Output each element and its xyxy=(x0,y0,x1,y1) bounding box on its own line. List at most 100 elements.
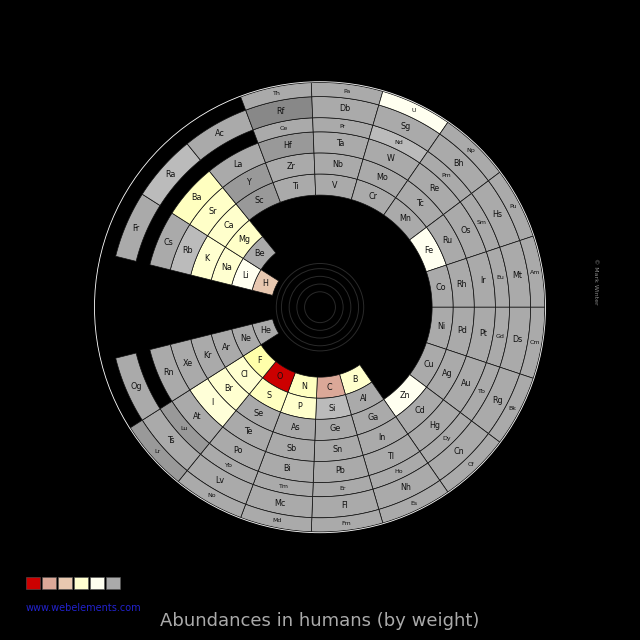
Polygon shape xyxy=(131,420,187,481)
Polygon shape xyxy=(486,307,509,367)
Polygon shape xyxy=(384,198,426,240)
Text: Se: Se xyxy=(254,409,264,418)
Polygon shape xyxy=(232,259,261,291)
Text: H: H xyxy=(262,279,268,288)
Text: Xe: Xe xyxy=(183,360,193,369)
Text: Ra: Ra xyxy=(165,170,176,179)
Text: Lu: Lu xyxy=(180,426,188,431)
Text: Te: Te xyxy=(244,428,253,436)
Polygon shape xyxy=(467,307,495,363)
Text: Fr: Fr xyxy=(132,224,140,233)
Text: Mt: Mt xyxy=(513,271,522,280)
Polygon shape xyxy=(315,415,357,440)
Text: Ag: Ag xyxy=(442,369,452,378)
Polygon shape xyxy=(520,307,545,378)
Polygon shape xyxy=(369,125,428,163)
Polygon shape xyxy=(258,452,314,483)
Text: Ge: Ge xyxy=(330,424,340,433)
Text: Cs: Cs xyxy=(164,237,173,246)
Text: Eu: Eu xyxy=(496,275,504,280)
Text: Pd: Pd xyxy=(457,326,467,335)
Polygon shape xyxy=(313,132,369,159)
Text: Cf: Cf xyxy=(468,461,474,467)
Polygon shape xyxy=(266,153,315,182)
Text: Ar: Ar xyxy=(222,343,231,352)
Polygon shape xyxy=(440,434,500,492)
Polygon shape xyxy=(207,204,249,247)
Polygon shape xyxy=(187,454,253,504)
Text: Nb: Nb xyxy=(332,160,343,169)
Text: Cm: Cm xyxy=(530,340,540,344)
Polygon shape xyxy=(410,227,446,272)
Polygon shape xyxy=(191,334,225,379)
Polygon shape xyxy=(258,132,314,163)
Polygon shape xyxy=(190,379,236,427)
Polygon shape xyxy=(379,481,448,523)
Polygon shape xyxy=(384,374,426,417)
Polygon shape xyxy=(472,367,520,434)
Text: Cl: Cl xyxy=(240,370,248,380)
Polygon shape xyxy=(311,83,383,105)
Polygon shape xyxy=(190,188,236,236)
Text: Bk: Bk xyxy=(509,406,516,411)
Text: Dy: Dy xyxy=(442,436,451,441)
Text: Pr: Pr xyxy=(339,124,346,129)
Text: Tm: Tm xyxy=(279,483,289,488)
Text: Re: Re xyxy=(429,184,439,193)
Text: Ts: Ts xyxy=(167,436,174,445)
Polygon shape xyxy=(241,83,312,110)
Polygon shape xyxy=(357,159,408,198)
Polygon shape xyxy=(288,372,317,398)
Text: W: W xyxy=(387,154,395,163)
Text: Rb: Rb xyxy=(182,246,193,255)
Text: Sm: Sm xyxy=(477,220,486,225)
Text: Sg: Sg xyxy=(401,122,411,131)
Polygon shape xyxy=(209,143,266,188)
Polygon shape xyxy=(170,225,207,275)
Polygon shape xyxy=(249,378,288,412)
Text: La: La xyxy=(233,160,243,169)
Polygon shape xyxy=(262,362,295,392)
Polygon shape xyxy=(253,471,313,497)
Polygon shape xyxy=(273,174,316,202)
Polygon shape xyxy=(116,194,160,261)
Polygon shape xyxy=(142,144,200,205)
Text: Ti: Ti xyxy=(292,182,299,191)
Text: Zn: Zn xyxy=(400,391,410,400)
Polygon shape xyxy=(172,171,223,225)
Text: Ac: Ac xyxy=(216,129,225,138)
Polygon shape xyxy=(472,180,520,247)
Polygon shape xyxy=(420,151,472,202)
Text: U: U xyxy=(412,108,416,113)
Text: Er: Er xyxy=(339,486,346,491)
Polygon shape xyxy=(428,421,488,481)
Polygon shape xyxy=(408,400,460,451)
Text: Cu: Cu xyxy=(423,360,434,369)
Text: Cn: Cn xyxy=(453,447,464,456)
Polygon shape xyxy=(225,356,262,394)
Polygon shape xyxy=(396,387,444,434)
Text: Pu: Pu xyxy=(509,204,516,209)
Polygon shape xyxy=(223,410,273,452)
Polygon shape xyxy=(357,417,408,455)
Text: Os: Os xyxy=(461,226,471,235)
Polygon shape xyxy=(428,134,488,193)
Polygon shape xyxy=(467,252,495,307)
Text: Ne: Ne xyxy=(241,335,252,344)
Text: Pa: Pa xyxy=(343,89,350,93)
Text: He: He xyxy=(260,326,271,335)
Text: Li: Li xyxy=(243,271,250,280)
Polygon shape xyxy=(369,451,428,489)
Polygon shape xyxy=(280,392,316,419)
Text: S: S xyxy=(267,391,272,400)
Polygon shape xyxy=(313,476,373,497)
Polygon shape xyxy=(273,412,316,440)
Text: Mn: Mn xyxy=(399,214,411,223)
Text: Fm: Fm xyxy=(342,521,351,525)
Text: Ir: Ir xyxy=(480,276,486,285)
Polygon shape xyxy=(460,193,500,252)
Polygon shape xyxy=(209,427,266,471)
Text: P: P xyxy=(298,403,302,412)
Polygon shape xyxy=(446,307,474,356)
Text: Nd: Nd xyxy=(394,140,403,145)
